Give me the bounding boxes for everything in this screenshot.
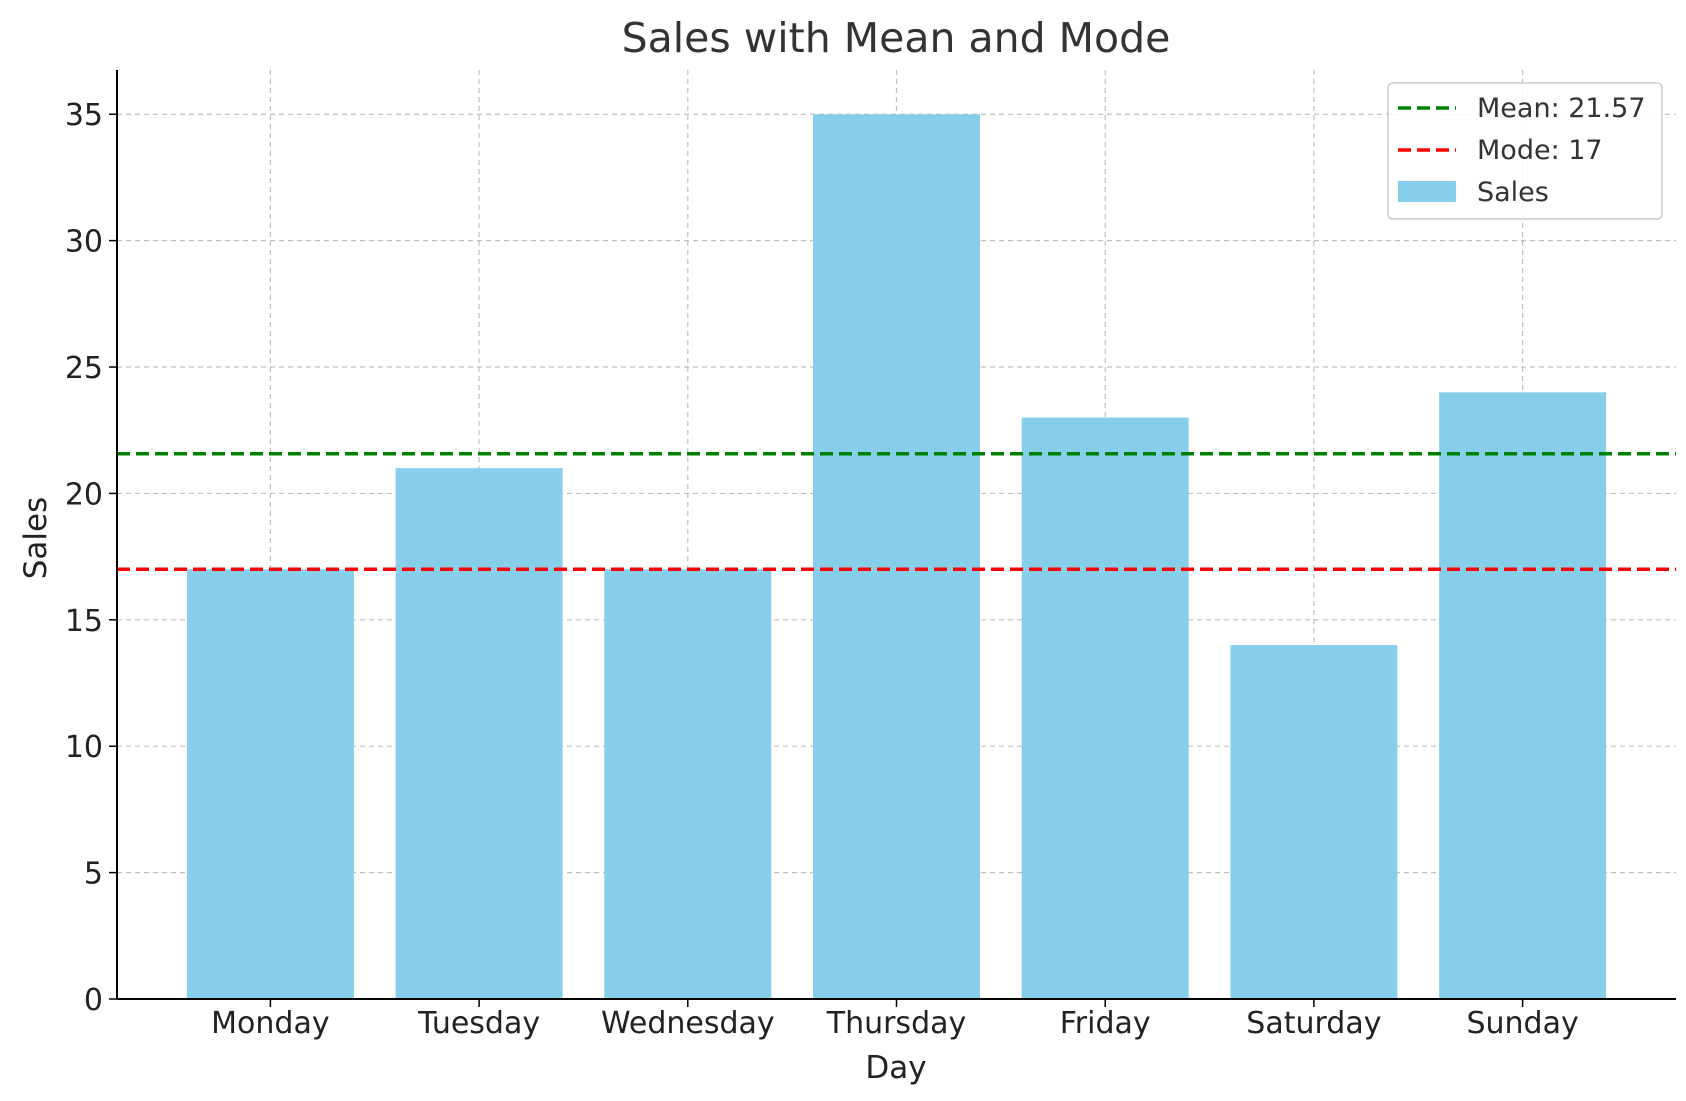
y-tick-label: 30 xyxy=(65,225,103,260)
x-tick-label: Monday xyxy=(211,1006,329,1041)
x-axis-label: Day xyxy=(865,1050,926,1086)
x-tick-label: Thursday xyxy=(826,1006,967,1041)
bar-tuesday xyxy=(395,468,563,1000)
x-tick-label: Friday xyxy=(1060,1006,1151,1041)
y-tick-label: 5 xyxy=(84,857,103,892)
bars xyxy=(186,114,1607,1000)
legend-sales-swatch xyxy=(1398,181,1456,202)
bar-sunday xyxy=(1439,392,1607,999)
legend-sales-label: Sales xyxy=(1477,177,1549,208)
bar-saturday xyxy=(1230,645,1398,999)
y-tick-label: 20 xyxy=(65,477,103,512)
bar-monday xyxy=(186,569,354,999)
y-tick-label: 25 xyxy=(65,351,103,386)
x-tick-label: Wednesday xyxy=(601,1006,775,1041)
bar-wednesday xyxy=(604,569,772,999)
reference-lines xyxy=(117,451,1676,572)
legend: Mean: 21.57 Mode: 17 Sales xyxy=(1387,82,1663,220)
x-tick-label: Saturday xyxy=(1246,1006,1381,1041)
y-tick-label: 0 xyxy=(84,983,103,1018)
y-tick-label: 15 xyxy=(65,604,103,639)
bar-thursday xyxy=(813,114,980,999)
y-axis-label: Sales xyxy=(18,497,54,580)
y-tick-label: 35 xyxy=(65,98,103,133)
x-tick-label: Tuesday xyxy=(417,1006,540,1041)
legend-mean-label: Mean: 21.57 xyxy=(1477,93,1646,124)
y-tick-label: 10 xyxy=(65,730,103,765)
legend-box xyxy=(1387,82,1663,220)
y-ticks: 0 5 10 15 20 25 30 35 xyxy=(65,98,117,1018)
x-ticks: Monday Tuesday Wednesday Thursday Friday Satu… xyxy=(211,999,1579,1041)
chart-title: Sales with Mean and Mode xyxy=(622,14,1171,62)
bar-friday xyxy=(1021,417,1189,999)
x-tick-label: Sunday xyxy=(1466,1006,1578,1041)
legend-mode-label: Mode: 17 xyxy=(1477,135,1603,166)
